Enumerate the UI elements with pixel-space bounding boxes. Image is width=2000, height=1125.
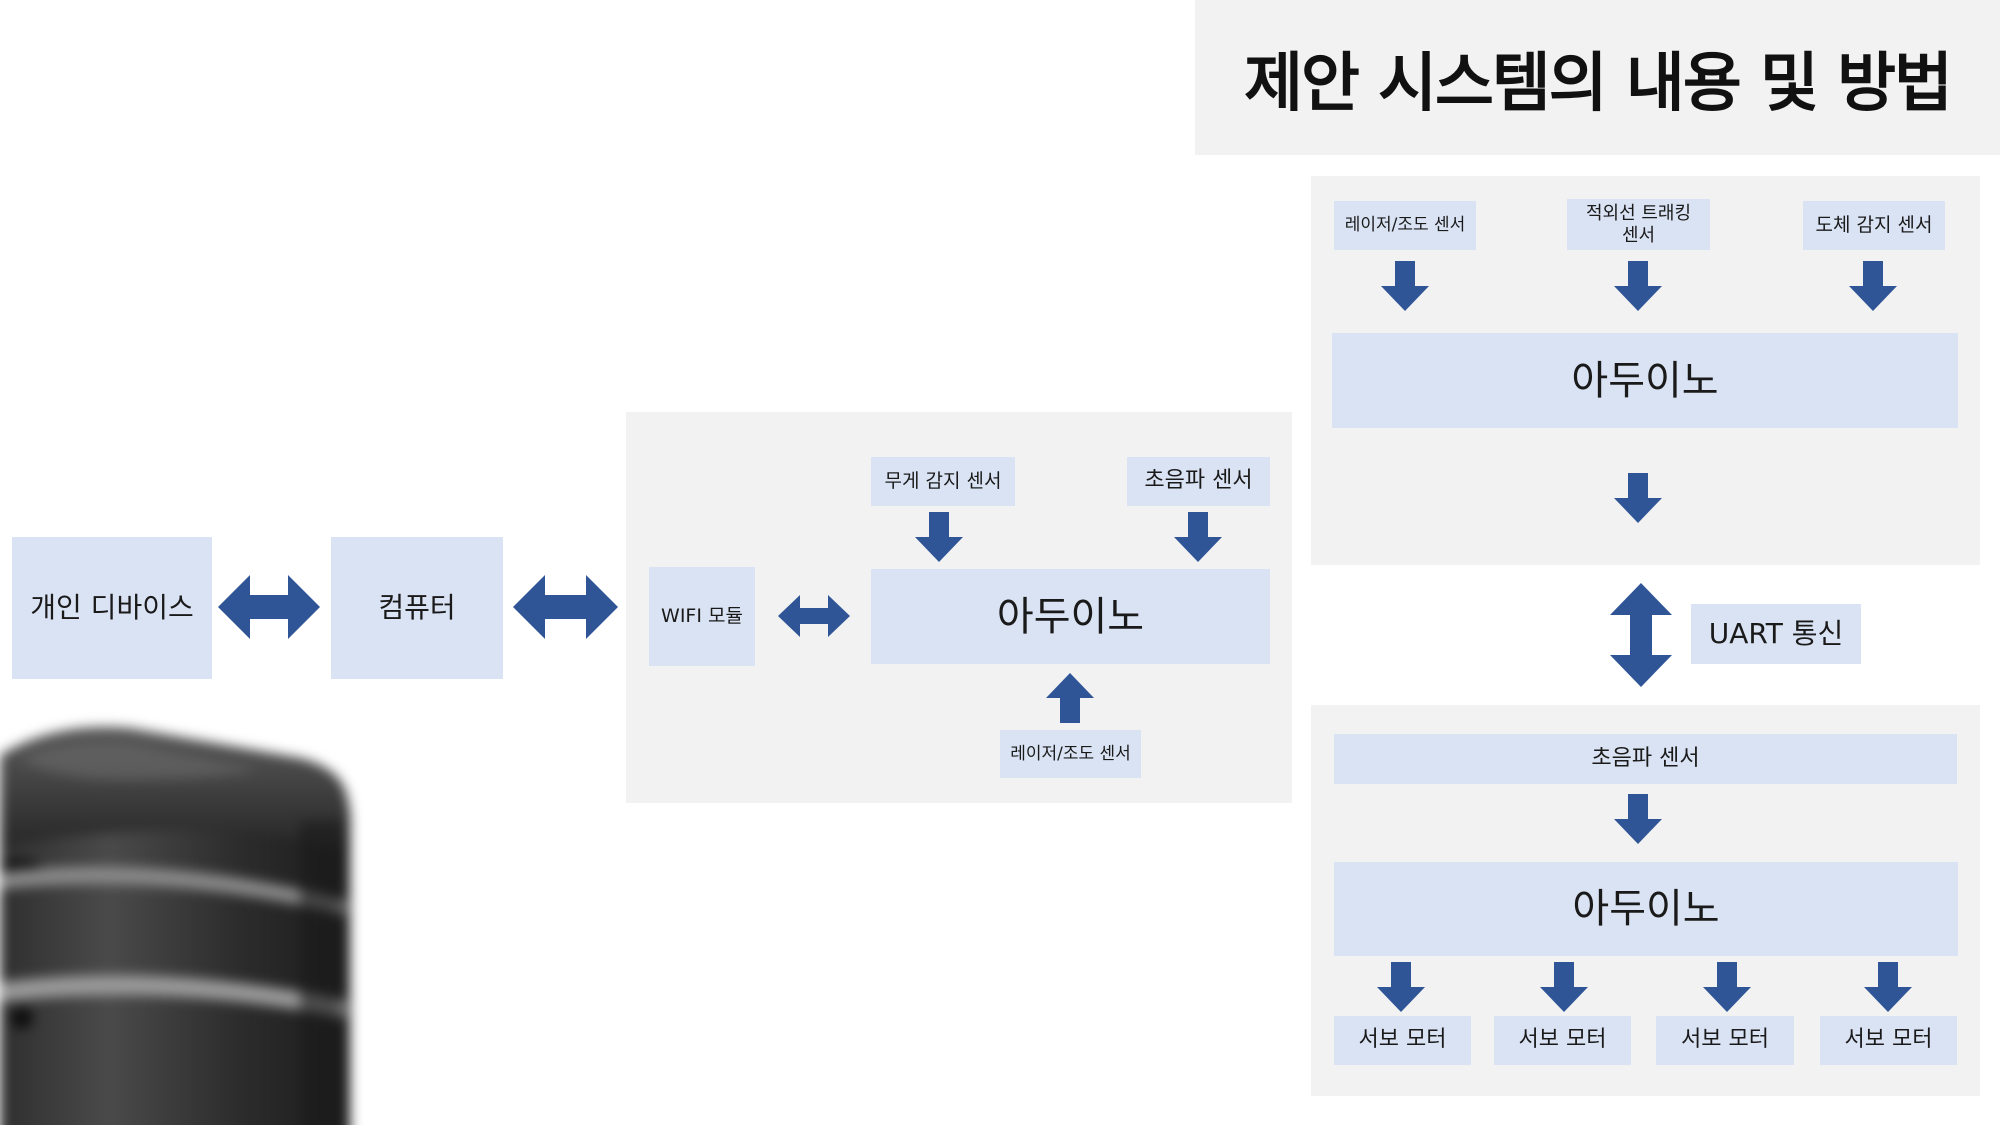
arduino-box: 아두이노 [1334,862,1958,956]
weight-sensor-label: 무게 감지 센서 [884,470,1002,493]
uart-box: UART 통신 [1691,604,1861,664]
down-arrow-icon [1864,962,1912,1012]
wifi-module-label: WIFI 모듈 [661,605,743,628]
laser-light-sensor-box: 레이저/조도 센서 [1000,730,1141,778]
servo-motor-label: 서보 모터 [1681,1027,1769,1053]
vertical-double-arrow-icon [1610,583,1672,687]
personal-device-label: 개인 디바이스 [30,591,194,625]
laser-light-sensor-box: 레이저/조도 센서 [1334,201,1476,250]
double-arrow-icon [778,595,850,637]
down-arrow-icon [1377,962,1425,1012]
ir-tracking-sensor-label: 적외선 트래킹 센서 [1585,202,1692,246]
down-arrow-icon [1849,261,1897,311]
down-arrow-icon [915,512,963,562]
servo-motor-label: 서보 모터 [1518,1027,1607,1053]
arduino-label: 아두이노 [996,593,1145,640]
down-arrow-icon [1614,794,1662,844]
servo-motor-label: 서보 모터 [1358,1027,1447,1053]
servo-motor-box: 서보 모터 [1334,1016,1471,1065]
double-arrow-icon [218,575,320,639]
down-arrow-icon [1174,512,1222,562]
ultrasonic-sensor-label: 초음파 센서 [1144,468,1253,494]
servo-motor-box: 서보 모터 [1494,1016,1631,1065]
down-arrow-icon [1614,473,1662,523]
personal-device-box: 개인 디바이스 [12,537,212,679]
arduino-box: 아두이노 [1332,333,1958,428]
arduino-label: 아두이노 [1571,357,1719,404]
down-arrow-icon [1614,261,1662,311]
up-arrow-icon [1046,673,1094,723]
ultrasonic-sensor-box: 초음파 센서 [1127,457,1270,506]
arduino-label: 아두이노 [1572,886,1720,932]
arduino-box: 아두이노 [871,569,1270,664]
wifi-module-box: WIFI 모듈 [649,567,755,666]
servo-motor-box: 서보 모터 [1656,1016,1794,1065]
laser-light-sensor-label: 레이저/조도 센서 [1344,215,1466,236]
double-arrow-icon [513,575,618,639]
ultrasonic-sensor-box: 초음파 센서 [1334,734,1957,784]
ir-tracking-sensor-box: 적외선 트래킹 센서 [1567,199,1710,250]
computer-label: 컴퓨터 [378,591,456,625]
down-arrow-icon [1540,962,1588,1012]
servo-motor-box: 서보 모터 [1820,1016,1957,1065]
title-bar: 제안 시스템의 내용 및 방법 [1195,0,2000,155]
conductor-sensor-label: 도체 감지 센서 [1815,214,1933,237]
down-arrow-icon [1703,962,1751,1012]
down-arrow-icon [1381,261,1429,311]
servo-motor-label: 서보 모터 [1844,1027,1933,1053]
laser-light-sensor-label: 레이저/조도 센서 [1010,743,1131,764]
conductor-sensor-box: 도체 감지 센서 [1803,201,1945,250]
trash-bin-image [0,700,380,1125]
uart-label: UART 통신 [1708,617,1844,651]
ultrasonic-sensor-label: 초음파 센서 [1591,745,1700,771]
computer-box: 컴퓨터 [331,537,503,679]
weight-sensor-box: 무게 감지 센서 [871,457,1015,506]
page-title: 제안 시스템의 내용 및 방법 [1244,46,1953,121]
